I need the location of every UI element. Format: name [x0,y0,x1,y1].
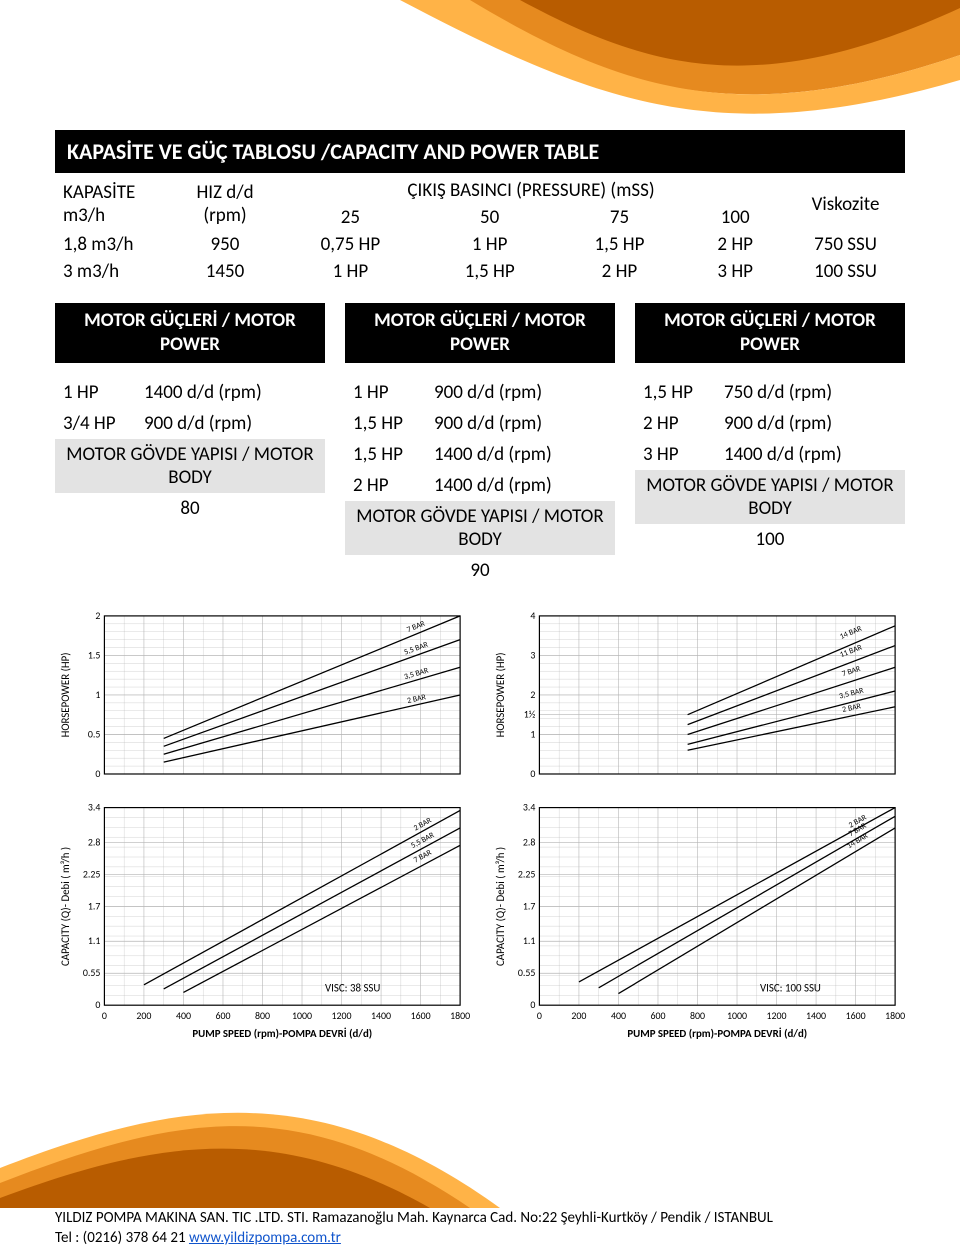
svg-text:1800: 1800 [450,1010,470,1022]
cap-h-last: Viskozite [786,177,905,231]
svg-text:1: 1 [95,688,100,700]
svg-text:2 BAR: 2 BAR [406,692,427,706]
svg-text:600: 600 [215,1010,230,1022]
svg-text:VISC: 38 SSU: VISC: 38 SSU [325,981,380,994]
svg-text:0: 0 [530,767,535,779]
svg-text:0: 0 [537,1010,542,1022]
svg-text:0.55: 0.55 [83,967,101,979]
mp-table-2: 1,5 HP750 d/d (rpm) 2 HP900 d/d (rpm) 3 … [635,377,905,555]
svg-text:HORSEPOWER (HP): HORSEPOWER (HP) [59,652,72,737]
cap-gh-0: 25 [276,204,425,231]
svg-text:CAPACITY (Q)- Debi ( m³/h ): CAPACITY (Q)- Debi ( m³/h ) [59,846,72,965]
cap-h1: KAPASİTE m3/h [55,177,174,231]
svg-text:1000: 1000 [292,1010,312,1022]
svg-text:1400: 1400 [806,1010,826,1022]
svg-text:PUMP SPEED (rpm)-POMPA DEVRİ (: PUMP SPEED (rpm)-POMPA DEVRİ (d/d) [627,1026,807,1039]
svg-text:200: 200 [136,1010,151,1022]
svg-text:400: 400 [611,1010,626,1022]
svg-text:1800: 1800 [885,1010,905,1022]
svg-text:3.4: 3.4 [88,801,101,813]
svg-text:PUMP SPEED (rpm)-POMPA DEVRİ (: PUMP SPEED (rpm)-POMPA DEVRİ (d/d) [192,1026,372,1039]
svg-text:0: 0 [102,1010,107,1022]
svg-text:14 BAR: 14 BAR [838,623,864,641]
svg-text:1: 1 [530,728,535,740]
svg-text:0: 0 [530,999,535,1011]
svg-text:1.1: 1.1 [88,935,101,947]
body-value-0: 80 [55,493,325,524]
mp-header-2: MOTOR GÜÇLERİ / MOTOR POWER [635,303,905,363]
svg-text:1.1: 1.1 [523,935,536,947]
svg-text:2: 2 [530,688,535,700]
svg-text:0: 0 [95,767,100,779]
chart-left: 00.511.522 BAR3,5 BAR5,5 BAR7 BARHORSEPO… [55,608,470,1072]
svg-text:0.55: 0.55 [518,967,536,979]
svg-text:1000: 1000 [727,1010,747,1022]
chart-right: 011½2342 BAR3,5 BAR7 BAR11 BAR14 BARHORS… [490,608,905,1072]
svg-text:1.7: 1.7 [88,900,101,912]
mp-header-0: MOTOR GÜÇLERİ / MOTOR POWER [55,303,325,363]
svg-text:200: 200 [571,1010,586,1022]
cap-gh-3: 100 [684,204,786,231]
svg-text:1600: 1600 [411,1010,431,1022]
svg-text:2.25: 2.25 [83,868,101,880]
table-title: KAPASİTE VE GÜÇ TABLOSU /CAPACITY AND PO… [55,130,905,173]
cap-h-group: ÇIKIŞ BASINCI (PRESSURE) (mSS) [276,177,786,204]
svg-text:7 BAR: 7 BAR [841,663,863,679]
body-label-0: MOTOR GÖVDE YAPISI / MOTOR BODY [55,439,325,493]
cap-gh-2: 75 [555,204,685,231]
body-value-1: 90 [345,555,615,586]
svg-text:2.8: 2.8 [523,836,536,848]
svg-text:HORSEPOWER (HP): HORSEPOWER (HP) [494,652,507,737]
svg-text:1.7: 1.7 [523,900,536,912]
svg-text:800: 800 [255,1010,270,1022]
footer-link[interactable]: www.yildizpompa.com.tr [189,1229,341,1247]
capacity-table: KAPASİTE m3/h HIZ d/d (rpm) ÇIKIŞ BASINC… [55,177,905,285]
svg-text:400: 400 [176,1010,191,1022]
svg-text:2.8: 2.8 [88,836,101,848]
cap-h2: HIZ d/d (rpm) [174,177,276,231]
svg-text:4: 4 [530,609,535,621]
cap-gh-1: 50 [425,204,555,231]
cap-row-1: 3 m3/h 1450 1 HP 1,5 HP 2 HP 3 HP 100 SS… [55,258,905,285]
cap-row-0: 1,8 m3/h 950 0,75 HP 1 HP 1,5 HP 2 HP 75… [55,231,905,258]
svg-text:2: 2 [95,609,100,621]
svg-text:3.4: 3.4 [523,801,536,813]
svg-text:1200: 1200 [767,1010,787,1022]
svg-text:7 BAR: 7 BAR [405,618,427,635]
footer: YILDIZ POMPA MAKINA SAN. TIC .LTD. STI. … [55,1208,905,1249]
mp-table-0: 1 HP1400 d/d (rpm) 3/4 HP900 d/d (rpm) M… [55,377,325,524]
svg-text:1½: 1½ [524,708,536,720]
svg-text:0: 0 [95,999,100,1011]
svg-text:2 BAR: 2 BAR [841,701,862,715]
svg-text:600: 600 [650,1010,665,1022]
body-label-1: MOTOR GÖVDE YAPISI / MOTOR BODY [345,501,615,555]
svg-text:1600: 1600 [846,1010,866,1022]
bottom-swoosh [0,1088,960,1208]
footer-line1: YILDIZ POMPA MAKINA SAN. TIC .LTD. STI. … [55,1208,905,1228]
body-label-2: MOTOR GÖVDE YAPISI / MOTOR BODY [635,470,905,524]
svg-text:0.5: 0.5 [88,728,101,740]
mp-header-1: MOTOR GÜÇLERİ / MOTOR POWER [345,303,615,363]
svg-text:VISC: 100 SSU: VISC: 100 SSU [760,981,821,994]
svg-text:1400: 1400 [371,1010,391,1022]
svg-text:800: 800 [690,1010,705,1022]
svg-text:1200: 1200 [332,1010,352,1022]
svg-text:1.5: 1.5 [88,649,101,661]
svg-text:2.25: 2.25 [518,868,536,880]
body-value-2: 100 [635,524,905,555]
mp-table-1: 1 HP900 d/d (rpm) 1,5 HP900 d/d (rpm) 1,… [345,377,615,586]
svg-text:CAPACITY (Q)- Debi ( m³/h ): CAPACITY (Q)- Debi ( m³/h ) [494,846,507,965]
svg-text:3: 3 [530,649,535,661]
footer-tel: Tel : (0216) 378 64 21 [55,1229,189,1247]
